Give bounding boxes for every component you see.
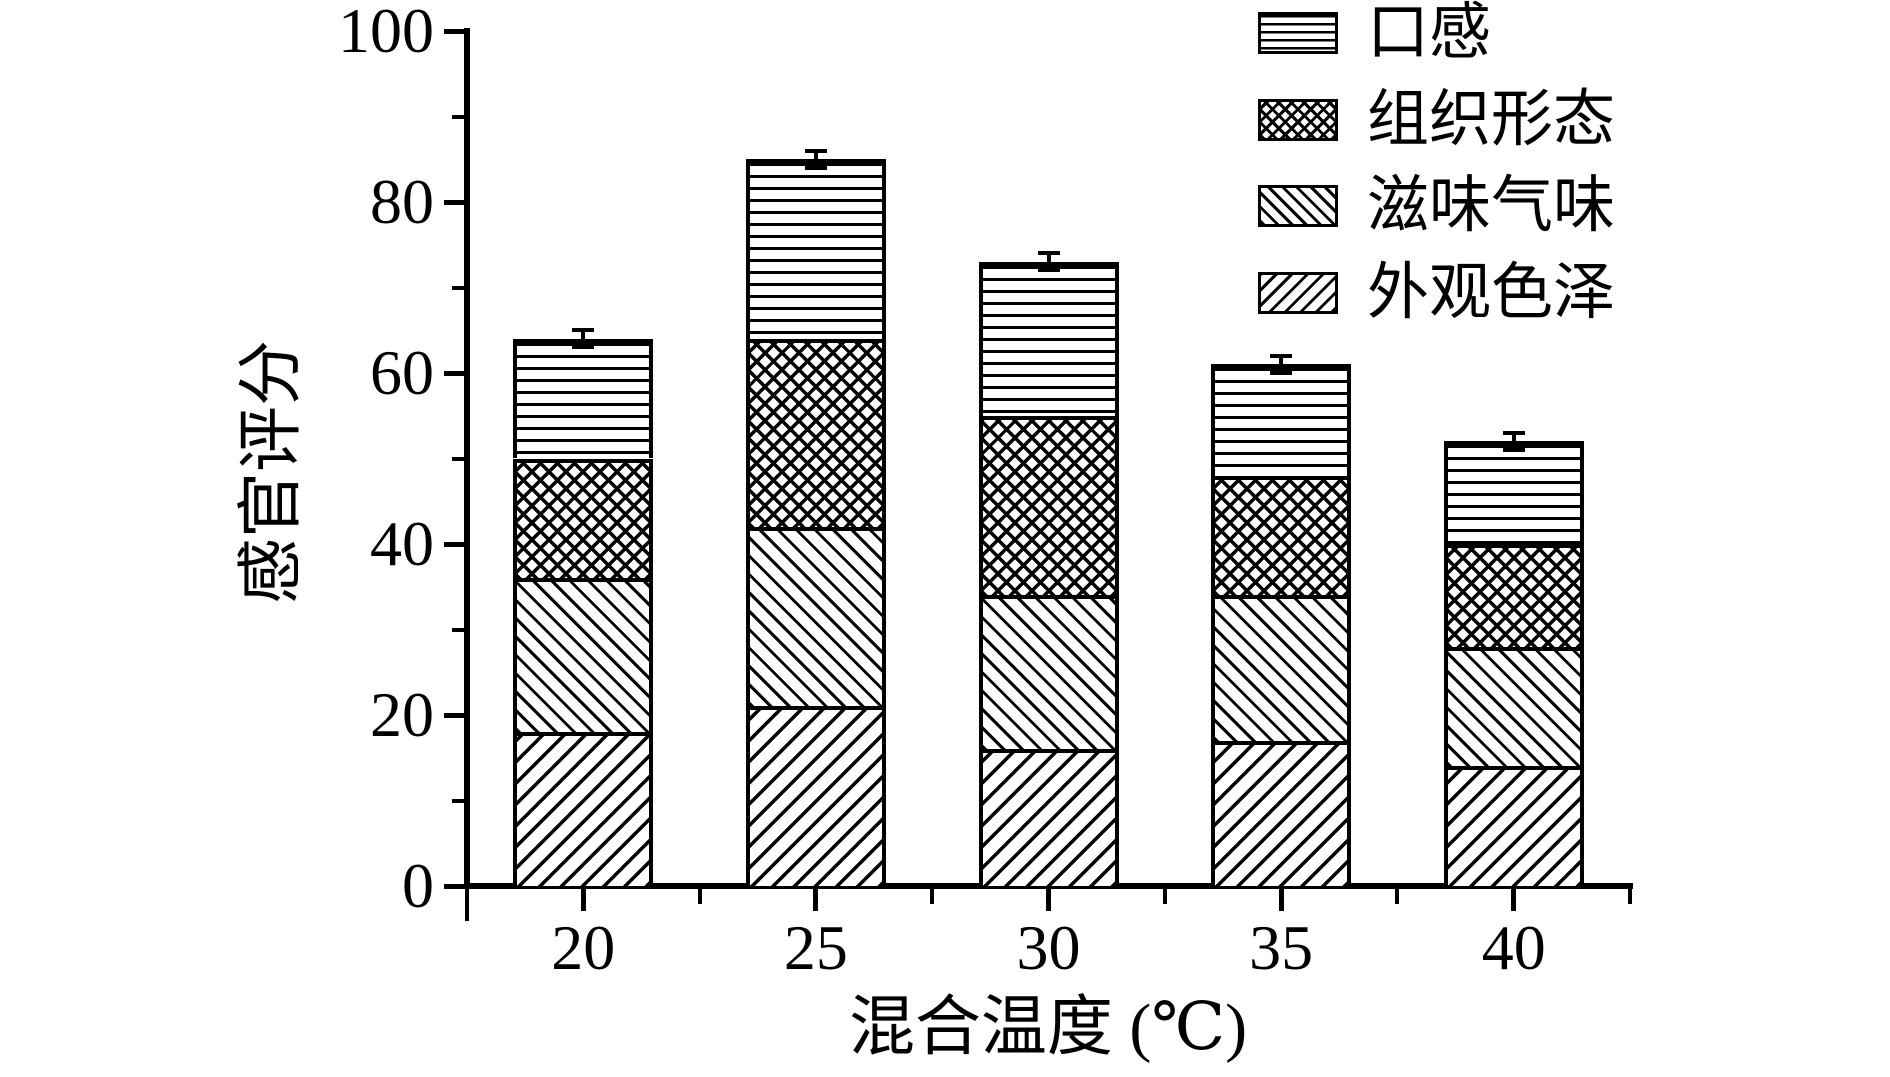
y-axis-major-tick [444, 199, 464, 205]
legend-label: 外观色泽 [1367, 259, 1616, 327]
bar-segment-20-hlines [513, 338, 654, 459]
y-tick-label: 100 [338, 0, 434, 66]
x-tick-label: 20 [551, 912, 616, 983]
x-axis-minor-tick [1628, 889, 1632, 904]
legend-swatch-fslash [1258, 272, 1338, 314]
x-axis-major-tick [1278, 889, 1284, 911]
bar-segment-20-fslash [513, 732, 654, 886]
x-axis-major-tick [1046, 889, 1051, 911]
y-tick-label: 20 [370, 679, 434, 750]
y-tick-label: 0 [402, 850, 434, 921]
bar-segment-30-hlines [978, 261, 1119, 416]
bar-segment-40-cross [1443, 544, 1584, 647]
bar-segment-35-hlines [1211, 364, 1352, 476]
y-axis-minor-tick [452, 456, 464, 461]
bar-segment-30-cross [978, 415, 1119, 596]
legend-item: 口感 [1258, 2, 1491, 64]
x-tick-label: 25 [783, 912, 848, 983]
x-axis-major-tick [813, 889, 819, 911]
error-bar-cap-bottom [804, 165, 827, 170]
error-bar-cap-top [804, 148, 827, 153]
y-axis-minor-tick [452, 798, 464, 803]
y-axis-minor-tick [452, 114, 464, 119]
y-axis-major-tick [444, 712, 464, 718]
bar-segment-35-fslash [1211, 740, 1352, 886]
y-tick-label: 60 [370, 337, 434, 408]
legend-label: 口感 [1367, 0, 1492, 67]
legend-swatch-cross [1258, 99, 1338, 141]
x-tick-label: 30 [1016, 912, 1081, 983]
error-bar-cap-top [1502, 430, 1525, 435]
error-bar-cap-bottom [1270, 371, 1293, 375]
y-axis-major-tick [444, 28, 464, 34]
error-bar-line [1046, 253, 1051, 271]
x-axis-major-tick [1511, 889, 1517, 911]
x-axis-minor-tick [697, 889, 702, 904]
legend-swatch-bslash [1258, 185, 1338, 227]
error-bar-cap-bottom [572, 345, 595, 350]
error-bar-cap-bottom [1502, 447, 1525, 452]
legend-label: 组织形态 [1367, 86, 1616, 154]
y-axis-minor-tick [452, 627, 464, 632]
bar-segment-40-fslash [1443, 766, 1584, 886]
y-axis-major-tick [444, 370, 464, 376]
bar-segment-30-bslash [978, 595, 1119, 750]
y-axis-major-tick [444, 541, 464, 547]
legend-item: 滋味气味 [1258, 175, 1615, 237]
y-tick-label: 80 [370, 166, 434, 237]
error-bar-line [1511, 432, 1516, 450]
x-axis-spine [464, 883, 1633, 889]
y-tick-label: 40 [370, 508, 434, 579]
bar-segment-30-fslash [978, 749, 1119, 886]
error-bar-cap-bottom [1037, 268, 1060, 273]
bar-segment-35-cross [1211, 475, 1352, 596]
x-tick-label: 40 [1481, 912, 1546, 983]
bar-segment-20-bslash [513, 578, 654, 733]
error-bar-cap-top [1037, 251, 1060, 256]
error-bar-cap-top [572, 328, 595, 333]
x-axis-minor-tick [1162, 889, 1167, 904]
x-axis-corner-tick [465, 889, 469, 921]
x-axis-minor-tick [930, 889, 935, 904]
y-axis-major-tick [444, 883, 464, 889]
x-axis-major-tick [580, 889, 586, 911]
bar-segment-35-bslash [1211, 595, 1352, 741]
legend-label: 滋味气味 [1367, 172, 1616, 240]
legend-item: 组织形态 [1258, 89, 1615, 151]
bar-segment-40-hlines [1443, 441, 1584, 544]
bar-segment-40-bslash [1443, 646, 1584, 767]
bar-segment-25-hlines [745, 159, 886, 339]
x-axis-title: 混合温度 (℃) [848, 991, 1248, 1064]
bar-segment-20-cross [513, 458, 654, 579]
bar-segment-25-fslash [745, 706, 886, 886]
y-axis-spine [464, 28, 470, 889]
error-bar-cap-top [1270, 353, 1293, 358]
y-axis-minor-tick [452, 285, 464, 290]
error-bar-line [581, 330, 586, 348]
legend-item: 外观色泽 [1258, 262, 1615, 324]
error-bar-line [1279, 355, 1284, 373]
bar-segment-25-cross [745, 338, 886, 527]
bar-segment-25-bslash [745, 526, 886, 707]
y-axis-title: 感官评分 [235, 340, 308, 604]
error-bar-line [813, 150, 818, 168]
x-axis-minor-tick [1395, 889, 1400, 904]
legend-swatch-hlines [1258, 12, 1338, 54]
x-tick-label: 35 [1249, 912, 1314, 983]
